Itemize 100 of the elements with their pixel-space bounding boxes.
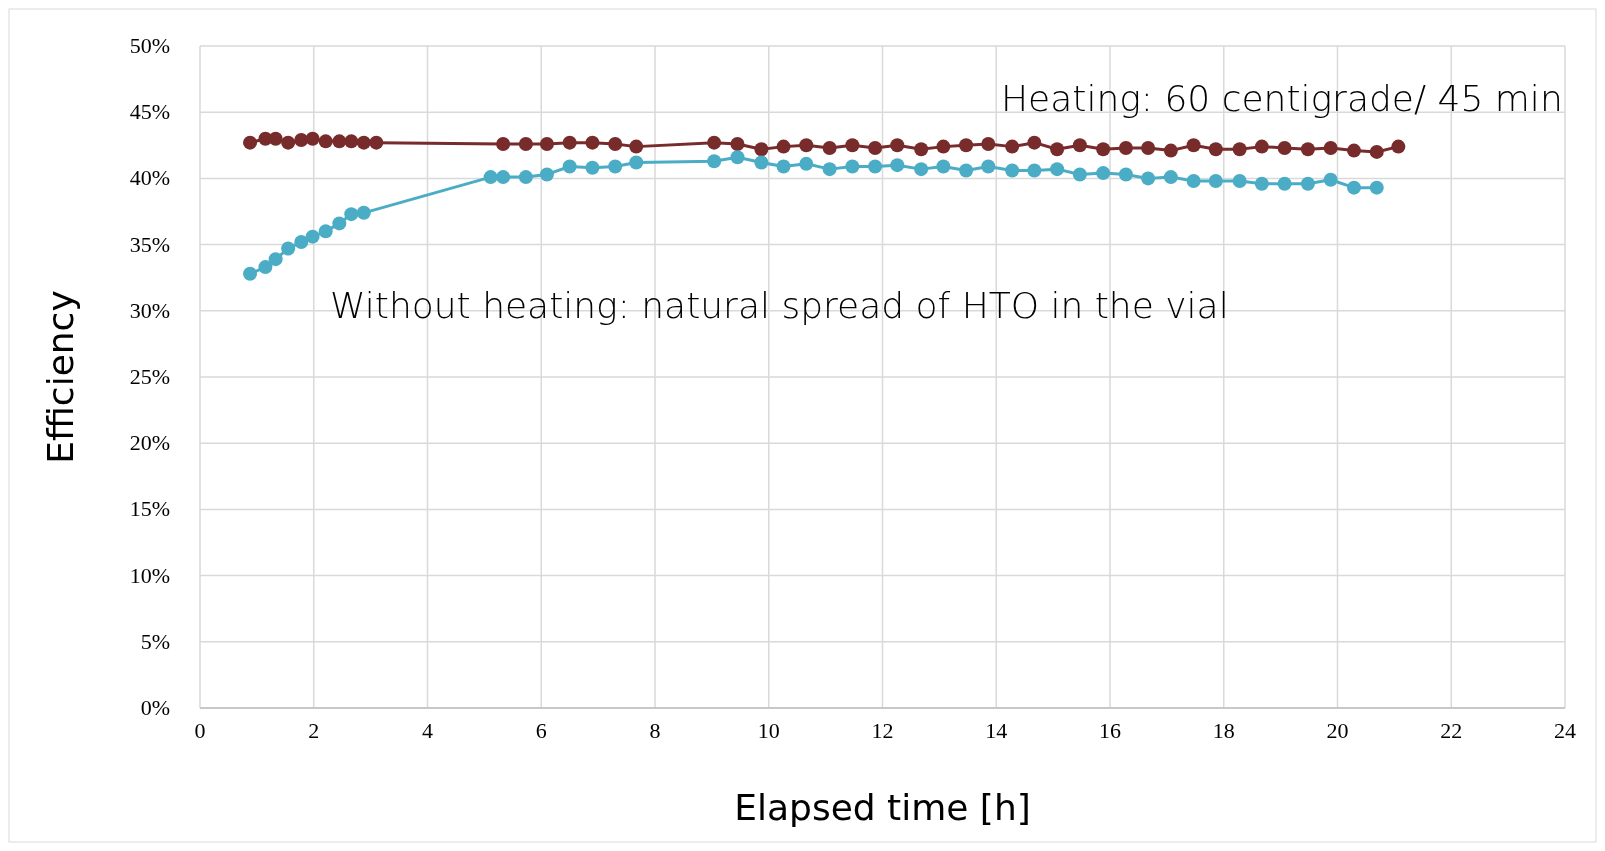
point [1141,171,1156,186]
point [1254,139,1269,154]
point [268,131,283,146]
point [518,136,533,151]
point [1346,143,1361,158]
point [914,162,929,177]
point [629,155,644,170]
point [1391,139,1406,154]
point [356,135,371,150]
point [243,266,258,281]
point [332,134,347,149]
annotation: Without heating: natural spread of HTO in the vial [330,285,1229,326]
y-tick-label: 50% [129,33,170,58]
x-tick-label: 20 [1326,718,1349,743]
point [845,138,860,153]
point [1300,142,1315,157]
point [1118,140,1133,155]
x-tick-label: 12 [871,718,894,743]
point [936,139,951,154]
point [1186,174,1201,189]
point [294,234,309,249]
point [730,150,745,165]
point [344,207,359,222]
point [1072,138,1087,153]
point [1163,143,1178,158]
y-tick-label: 45% [129,99,170,125]
point [981,136,996,151]
point [1232,142,1247,157]
point [496,136,511,151]
point [585,160,600,175]
point [318,224,333,239]
point [268,252,283,267]
y-tick-label: 10% [129,562,170,588]
point [868,159,883,174]
point [356,205,371,220]
point [318,134,333,149]
point [1027,135,1042,150]
point [562,135,577,150]
y-tick-label: 40% [129,165,170,191]
y-tick-label: 5% [140,628,170,654]
point [1096,166,1111,181]
point [1072,167,1087,182]
x-tick-label: 8 [649,718,661,743]
point [608,159,623,174]
point [483,170,498,185]
point [1118,167,1133,182]
annotation: Heating: 60 centigrade/ 45 min [1001,78,1563,119]
point [1323,140,1338,155]
point [1186,138,1201,153]
point [845,159,860,174]
point [539,167,554,182]
point [1027,163,1042,178]
point [1050,162,1065,177]
point [868,140,883,155]
point [281,241,296,256]
point [344,134,359,149]
point [776,139,791,154]
point [518,170,533,185]
point [1369,144,1384,159]
x-tick-label: 16 [1099,718,1121,743]
point [959,163,974,178]
point [730,136,745,151]
point [822,140,837,155]
point [305,131,320,146]
point [1208,142,1223,157]
point [707,154,722,169]
point [1141,140,1156,155]
point [369,135,384,150]
x-tick-label: 6 [535,718,547,743]
point [1050,142,1065,157]
point [585,135,600,150]
point [754,142,769,157]
x-tick-label: 24 [1554,718,1576,743]
point [1346,180,1361,195]
x-tick-label: 4 [422,718,433,743]
x-tick-label: 0 [194,718,206,743]
point [1005,139,1020,154]
point [1254,176,1269,191]
point [608,136,623,151]
point [936,159,951,174]
point [981,159,996,174]
point [890,158,905,173]
point [1277,140,1292,155]
y-tick-label: 30% [129,297,170,323]
point [243,135,258,150]
point [799,138,814,153]
point [1163,170,1178,185]
y-tick-label: 0% [140,695,170,720]
x-tick-label: 18 [1212,718,1235,743]
point [294,133,309,147]
point [539,136,554,151]
point [959,138,974,153]
point [1208,174,1223,189]
point [754,155,769,170]
y-tick-label: 35% [129,231,170,257]
point [562,159,577,174]
point [1300,176,1315,191]
point [1096,142,1111,157]
point [305,229,320,244]
point [1323,172,1338,187]
